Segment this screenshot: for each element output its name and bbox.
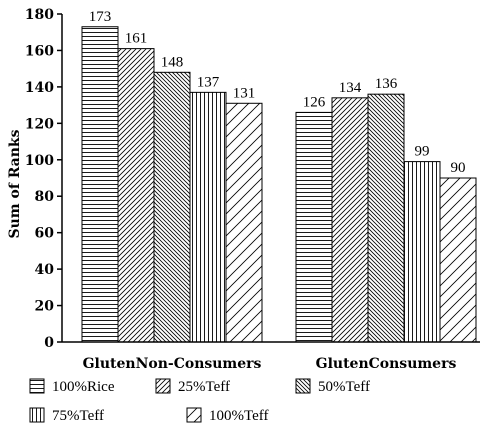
- data-label: 161: [125, 31, 148, 47]
- data-label: 131: [233, 85, 256, 101]
- legend-swatch: [29, 378, 45, 394]
- bar: [331, 97, 369, 343]
- bars: [81, 26, 477, 343]
- data-label: 136: [375, 76, 398, 92]
- data-label: 90: [451, 160, 466, 176]
- legend-label: 50%Teff: [318, 379, 370, 395]
- data-labels: 173 161 148 137 131 126 134 136 99 90: [89, 9, 466, 176]
- bar: [367, 93, 405, 343]
- data-label: 173: [89, 9, 112, 25]
- bar: [225, 102, 263, 343]
- data-label: 99: [415, 144, 430, 160]
- data-label: 126: [303, 94, 326, 110]
- legend-label: 25%Teff: [178, 379, 230, 395]
- y-axis-title: Sum of Ranks: [7, 129, 23, 238]
- data-label: 148: [161, 54, 184, 70]
- y-axis-ticks: 0 20 40 60 80 100 120 140 160 180: [25, 7, 62, 351]
- bar: [189, 91, 227, 343]
- bar: [439, 177, 477, 343]
- data-label: 134: [339, 80, 362, 96]
- category-label: GlutenConsumers: [316, 356, 457, 372]
- legend-label: 100%Rice: [52, 379, 115, 395]
- y-tick-label: 140: [25, 80, 54, 96]
- legend-swatch: [295, 378, 311, 394]
- y-tick-label: 180: [25, 7, 54, 23]
- data-label: 137: [197, 74, 220, 90]
- y-tick-label: 20: [35, 299, 55, 315]
- category-label: GlutenNon-Consumers: [83, 356, 262, 372]
- y-tick-label: 60: [35, 226, 55, 242]
- y-tick-label: 0: [44, 335, 54, 351]
- legend-swatch: [155, 378, 171, 394]
- bar: [295, 111, 333, 343]
- legend-swatch: [29, 407, 45, 423]
- y-tick-label: 160: [25, 43, 54, 59]
- legend-label: 100%Teff: [209, 408, 269, 424]
- category-labels: GlutenNon-Consumers GlutenConsumers: [83, 356, 457, 372]
- legend: 100%Rice 25%Teff 50%Teff 75%Teff 100%Teff: [29, 378, 370, 424]
- y-tick-label: 80: [35, 189, 55, 205]
- y-tick-label: 100: [25, 153, 54, 169]
- y-tick-label: 120: [25, 116, 54, 132]
- y-tick-label: 40: [35, 262, 55, 278]
- bar: [81, 26, 119, 343]
- legend-label: 75%Teff: [52, 408, 104, 424]
- bar: [403, 161, 441, 343]
- bar: [153, 71, 191, 343]
- bar: [117, 48, 155, 343]
- legend-swatch: [186, 407, 202, 423]
